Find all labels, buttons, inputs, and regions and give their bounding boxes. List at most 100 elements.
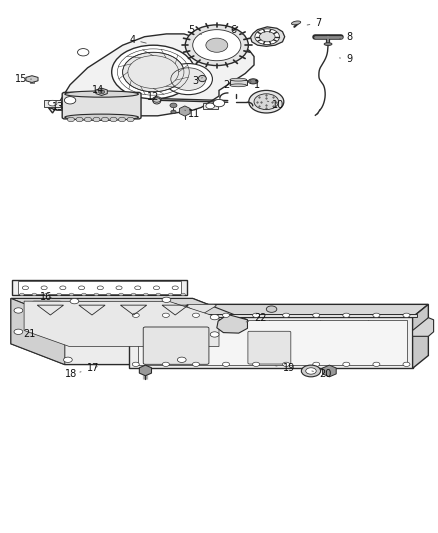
Bar <box>30 79 34 83</box>
Circle shape <box>253 362 260 367</box>
Circle shape <box>32 293 36 296</box>
Polygon shape <box>147 304 178 314</box>
Circle shape <box>373 313 380 318</box>
Circle shape <box>164 63 212 95</box>
Circle shape <box>206 103 215 109</box>
Circle shape <box>119 293 123 296</box>
Circle shape <box>223 362 230 367</box>
Circle shape <box>14 329 23 335</box>
Circle shape <box>131 293 136 296</box>
Text: 11: 11 <box>185 109 201 118</box>
Circle shape <box>162 297 171 303</box>
Circle shape <box>259 31 275 42</box>
Circle shape <box>171 68 206 91</box>
Circle shape <box>181 293 185 296</box>
Circle shape <box>110 117 117 122</box>
Circle shape <box>41 286 47 290</box>
Circle shape <box>85 117 92 122</box>
Circle shape <box>206 38 228 52</box>
Circle shape <box>343 313 350 318</box>
Polygon shape <box>180 106 190 116</box>
Polygon shape <box>11 298 247 365</box>
Circle shape <box>403 362 410 367</box>
Ellipse shape <box>248 79 258 84</box>
Circle shape <box>82 293 86 296</box>
Circle shape <box>192 362 199 367</box>
Text: 21: 21 <box>23 329 35 338</box>
Circle shape <box>106 293 111 296</box>
Circle shape <box>119 117 126 122</box>
Text: 19: 19 <box>275 364 295 373</box>
Text: 10: 10 <box>267 100 284 109</box>
Circle shape <box>45 293 49 296</box>
Circle shape <box>169 293 173 296</box>
Circle shape <box>127 117 134 122</box>
Circle shape <box>97 286 103 290</box>
Circle shape <box>76 117 83 122</box>
Polygon shape <box>70 302 101 312</box>
Text: 16: 16 <box>40 292 53 302</box>
Polygon shape <box>125 314 417 317</box>
Circle shape <box>403 313 410 318</box>
Text: 6: 6 <box>230 25 243 35</box>
Polygon shape <box>322 365 336 377</box>
Text: 5: 5 <box>188 25 201 35</box>
Text: 4: 4 <box>129 35 146 45</box>
Polygon shape <box>413 304 428 368</box>
Text: 18: 18 <box>65 369 81 379</box>
Circle shape <box>156 293 160 296</box>
Circle shape <box>210 314 219 320</box>
Text: 15: 15 <box>15 74 32 84</box>
Circle shape <box>170 103 177 108</box>
Circle shape <box>144 293 148 296</box>
Circle shape <box>123 52 184 92</box>
Ellipse shape <box>291 21 301 25</box>
Polygon shape <box>413 318 434 336</box>
Text: 13: 13 <box>52 102 64 112</box>
Polygon shape <box>11 298 247 320</box>
Polygon shape <box>129 317 413 368</box>
Circle shape <box>185 25 248 66</box>
FancyBboxPatch shape <box>248 331 291 364</box>
Circle shape <box>250 79 257 84</box>
Circle shape <box>210 332 219 337</box>
Polygon shape <box>24 301 219 346</box>
Circle shape <box>94 293 99 296</box>
Polygon shape <box>109 303 139 313</box>
Circle shape <box>301 365 321 377</box>
Circle shape <box>135 286 141 290</box>
Circle shape <box>254 94 279 110</box>
Circle shape <box>162 313 170 318</box>
Circle shape <box>78 49 89 56</box>
Bar <box>44 100 61 107</box>
Polygon shape <box>26 76 38 83</box>
Circle shape <box>70 298 79 304</box>
Circle shape <box>172 286 178 290</box>
Circle shape <box>20 293 24 296</box>
Circle shape <box>60 286 66 290</box>
FancyBboxPatch shape <box>143 327 209 365</box>
Circle shape <box>193 30 241 61</box>
Text: 7: 7 <box>307 18 321 28</box>
Circle shape <box>266 306 277 312</box>
Ellipse shape <box>230 84 247 87</box>
Circle shape <box>64 357 72 362</box>
Circle shape <box>64 96 76 104</box>
Polygon shape <box>48 34 254 116</box>
Circle shape <box>162 362 170 367</box>
Polygon shape <box>11 298 65 365</box>
Circle shape <box>223 313 230 318</box>
Polygon shape <box>139 365 152 376</box>
Circle shape <box>213 100 225 107</box>
Circle shape <box>373 362 380 367</box>
Circle shape <box>112 45 195 99</box>
Circle shape <box>313 362 320 367</box>
Circle shape <box>283 362 290 367</box>
Circle shape <box>22 286 28 290</box>
Text: 9: 9 <box>339 54 352 64</box>
Circle shape <box>14 308 23 313</box>
Circle shape <box>67 117 74 122</box>
Circle shape <box>116 286 122 290</box>
Circle shape <box>171 110 176 114</box>
Circle shape <box>205 31 216 39</box>
